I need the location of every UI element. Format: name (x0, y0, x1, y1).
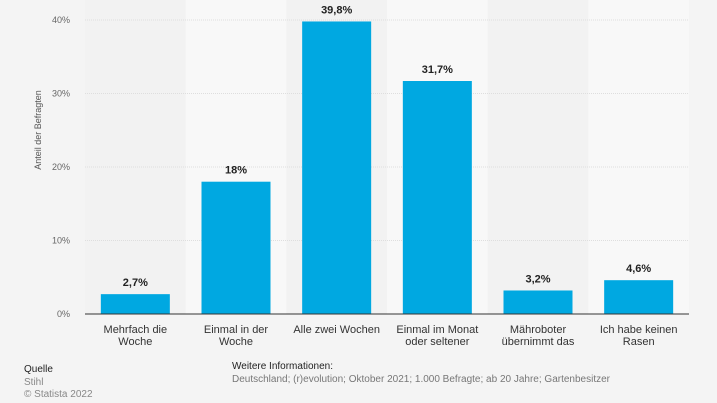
bar[interactable] (302, 21, 372, 314)
value-label: 39,8% (321, 4, 352, 16)
info-block: Weitere Informationen: Deutschland; (r)e… (232, 361, 610, 386)
value-label: 4,6% (626, 263, 651, 275)
source-name[interactable]: Stihl (24, 376, 44, 388)
y-tick-label: 10% (52, 236, 70, 246)
bar[interactable] (503, 290, 573, 314)
source-block: Quelle Stihl © Statista 2022 (24, 364, 93, 402)
source-title: Quelle (24, 364, 53, 375)
y-tick-label: 0% (57, 309, 70, 319)
bar[interactable] (201, 181, 271, 314)
bar[interactable] (402, 81, 472, 314)
value-label: 18% (225, 165, 247, 177)
y-tick-label: 40% (52, 15, 70, 25)
bar[interactable] (604, 280, 674, 314)
y-tick-label: 20% (52, 162, 70, 172)
info-text: Deutschland; (r)evolution; Oktober 2021;… (232, 373, 610, 385)
bar[interactable] (100, 294, 170, 314)
x-tick-label: Ich habe keinen Rasen (600, 324, 678, 348)
column-band (588, 0, 689, 314)
x-tick-label: Mehrfach die Woche (104, 324, 168, 348)
x-tick-label: Alle zwei Wochen (293, 324, 380, 336)
y-tick-label: 30% (52, 89, 70, 99)
copyright: © Statista 2022 (24, 389, 93, 400)
y-axis-label: Anteil der Befragten (33, 90, 43, 170)
value-label: 2,7% (123, 277, 148, 289)
column-band (85, 0, 186, 314)
x-tick-label: Einmal in der Woche (204, 324, 269, 348)
x-tick-label: Einmal im Monat oder seltener (396, 324, 478, 348)
x-tick-label: Mähroboter übernimmt das (502, 324, 575, 348)
column-band (487, 0, 589, 314)
value-label: 3,2% (525, 273, 550, 285)
value-label: 31,7% (422, 64, 453, 76)
info-title[interactable]: Weitere Informationen: (232, 361, 333, 372)
